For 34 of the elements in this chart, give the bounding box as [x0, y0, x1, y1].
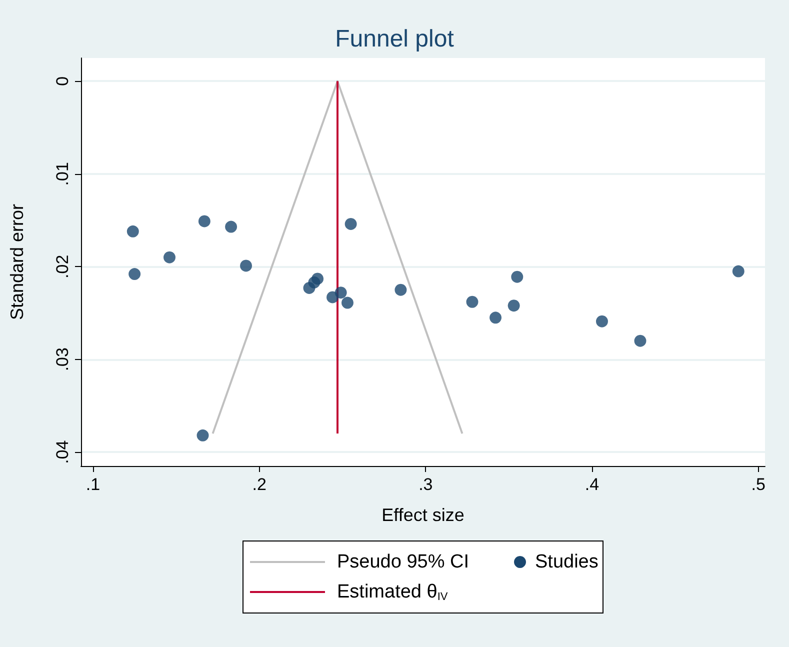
- x-tick-label: .1: [86, 475, 100, 494]
- point: [466, 296, 478, 308]
- y-tick-label: .02: [53, 254, 72, 278]
- point: [334, 286, 347, 299]
- y-tick-label: .01: [53, 162, 72, 186]
- point: [341, 296, 354, 309]
- y-tick-label: .03: [53, 348, 72, 372]
- y-axis-title: Standard error: [7, 204, 27, 320]
- x-axis-title: Effect size: [382, 505, 464, 525]
- chart-title: Funnel plot: [335, 26, 454, 52]
- point: [196, 429, 209, 442]
- point: [126, 225, 139, 238]
- x-tick-label: .4: [584, 475, 600, 494]
- x-tick-label: .3: [418, 475, 433, 494]
- point: [508, 300, 520, 312]
- point: [490, 312, 502, 324]
- point: [634, 334, 646, 347]
- point: [240, 260, 252, 272]
- point: [312, 272, 324, 285]
- point: [394, 284, 407, 296]
- legend-label: Pseudo 95% CI: [337, 552, 470, 572]
- legend-label: Studies: [535, 552, 598, 572]
- point: [164, 251, 176, 264]
- y-tick-label: 0: [53, 76, 72, 86]
- point: [344, 218, 357, 230]
- x-tick-label: .5: [751, 475, 766, 494]
- point: [511, 270, 524, 283]
- point: [198, 215, 210, 228]
- y-tick-label: .04: [53, 440, 72, 464]
- point: [225, 220, 238, 233]
- point: [732, 265, 744, 278]
- point: [128, 268, 141, 280]
- point: [596, 315, 608, 328]
- x-tick-label: .2: [252, 475, 266, 494]
